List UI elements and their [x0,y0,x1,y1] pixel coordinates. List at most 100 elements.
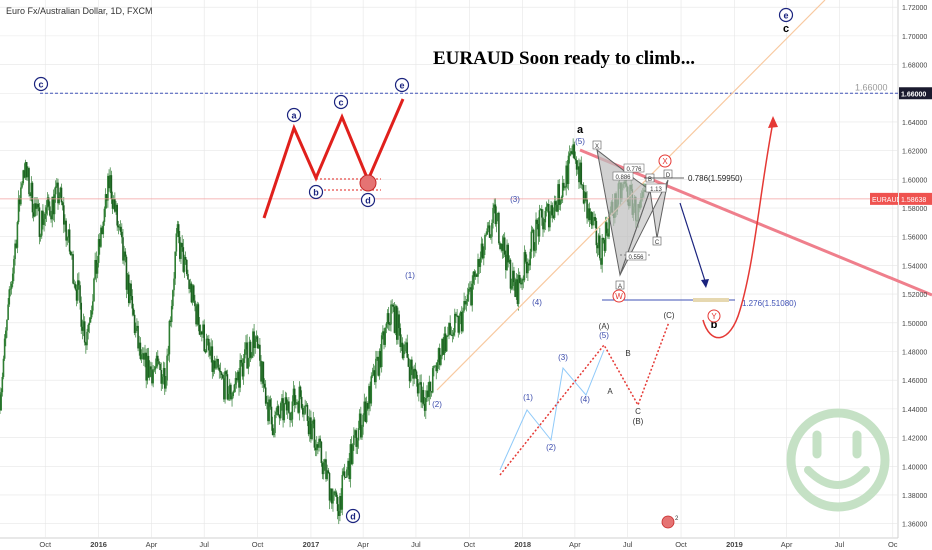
candle-body [375,358,377,383]
candle-body [90,310,93,318]
candle-body [132,308,135,315]
candle-body [8,289,11,305]
candle-body [15,243,18,248]
pattern-ratio-label: 1.13 [650,187,662,193]
candle-body [98,239,101,247]
candle-body [263,383,266,388]
candle-body [115,204,117,212]
candle-body [459,312,462,316]
candle-body [72,254,74,284]
candle-body [127,274,130,303]
candle-body [586,199,588,219]
wave-letter: a [577,124,584,136]
candle-body [242,358,245,377]
candle-body [160,370,163,384]
candle-body [363,401,366,415]
candle-body [286,401,289,411]
wave-label: (B) [633,417,644,426]
candle-body [244,349,246,359]
symbol-legend: Euro Fx/Australian Dollar, 1D, FXCM [6,6,153,16]
x-tick-label: Jul [835,540,845,549]
candle-body [67,229,70,238]
candle-body [198,324,201,335]
candle-body [356,440,359,447]
candle-body [131,296,134,309]
pattern-point-label: B [648,177,652,183]
wave-circle-a_wave [286,107,302,123]
x-tick-label: 2019 [726,540,743,549]
candle-body [140,354,143,360]
candle-body [462,310,464,332]
candle-body [351,445,354,464]
candle-body [542,217,544,230]
candle-body [202,324,204,335]
candle-body [292,388,295,402]
candle-body [39,235,42,238]
candle-body [520,282,522,285]
candle-body [426,390,428,398]
candle-body [180,242,182,259]
candle-body [362,414,364,427]
candle-body [112,198,115,209]
candle-body [455,313,457,316]
wave-label: (2) [432,400,442,409]
candle-body [89,317,92,323]
candle-body [147,355,150,378]
candle-body [172,290,174,306]
candle-body [293,388,296,406]
candle-body [28,168,30,195]
candle-body [568,153,571,156]
candle-body [390,304,392,325]
candle-body [423,403,426,411]
x-tick-label: Apr [569,540,581,549]
candle-body [71,254,73,256]
candle-body [513,270,515,283]
time-axis[interactable]: Oct 2016 Apr Jul Oct 2017 Apr Jul Oct 2018 Apr Jul O… [39,540,897,549]
candle-body [516,279,519,304]
candle-body [559,200,562,205]
candle-body [165,380,167,389]
price-axis[interactable]: 1.72000 1.70000 1.68000 1.66000 1.64000 1.620… [870,5,932,529]
candle-body [196,304,199,325]
candle-body [518,275,521,283]
target-zone [693,298,729,302]
x-tick-label: Jul [411,540,421,549]
candle-body [373,370,376,383]
price-tag-symbol: EURAUD [872,197,902,204]
candle-body [74,284,77,290]
red-circle-label: X [662,157,668,166]
candle-body [517,275,520,304]
candle-body [239,359,241,388]
candle-body [448,323,450,336]
candle-body [170,305,173,323]
candle-body [502,237,505,251]
candle-body [476,274,478,277]
candle-body [593,217,595,220]
corner-badge [661,515,675,529]
candle-body [2,358,5,377]
candle-body [411,359,413,370]
candle-body [114,198,116,212]
wave-label: (4) [532,298,542,307]
candle-body [204,351,207,353]
wave-label: (1) [405,271,415,280]
wave-circle-d_wave [360,192,376,208]
candle-body [336,496,339,512]
candle-body [116,204,118,226]
candle-body [429,381,432,392]
candle-body [358,413,361,429]
candle-body [223,378,225,400]
x-tick-label: Apr [781,540,793,549]
price-tag-symbol-bg [870,192,898,205]
candle-body [409,359,412,382]
wave-label: (5) [599,331,609,340]
candle-body [182,247,185,272]
candle-body [434,365,436,367]
candle-body [538,210,541,237]
candle-body [581,184,584,186]
candle-body [156,355,159,362]
candle-body [589,211,592,221]
wave-circle-label: d [350,512,356,522]
candle-body [11,273,14,284]
